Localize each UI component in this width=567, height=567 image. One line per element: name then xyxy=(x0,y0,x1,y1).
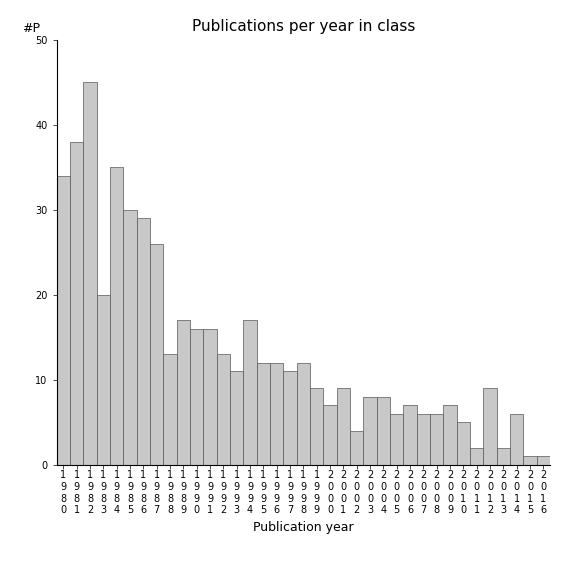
Bar xyxy=(390,414,403,465)
Bar xyxy=(497,448,510,465)
Bar xyxy=(510,414,523,465)
Bar xyxy=(83,82,97,465)
Bar xyxy=(310,388,323,465)
Bar xyxy=(470,448,483,465)
Bar xyxy=(70,142,83,465)
Bar xyxy=(124,210,137,465)
Bar xyxy=(230,371,243,465)
Bar xyxy=(456,422,470,465)
Bar xyxy=(323,405,337,465)
Bar xyxy=(204,329,217,465)
Bar xyxy=(376,397,390,465)
Bar xyxy=(257,363,270,465)
Bar xyxy=(403,405,417,465)
Bar xyxy=(417,414,430,465)
Bar xyxy=(363,397,376,465)
Bar xyxy=(430,414,443,465)
Text: #P: #P xyxy=(22,23,40,35)
Bar xyxy=(297,363,310,465)
Bar xyxy=(350,431,363,465)
Bar xyxy=(137,218,150,465)
Title: Publications per year in class: Publications per year in class xyxy=(192,19,415,35)
Bar xyxy=(536,456,550,465)
Bar xyxy=(97,295,110,465)
X-axis label: Publication year: Publication year xyxy=(253,521,354,534)
Bar xyxy=(270,363,284,465)
Bar xyxy=(483,388,497,465)
Bar xyxy=(523,456,536,465)
Bar xyxy=(190,329,204,465)
Bar xyxy=(57,176,70,465)
Bar xyxy=(337,388,350,465)
Bar xyxy=(217,354,230,465)
Bar xyxy=(443,405,456,465)
Bar xyxy=(150,244,163,465)
Bar xyxy=(284,371,297,465)
Bar xyxy=(243,320,257,465)
Bar xyxy=(177,320,190,465)
Bar xyxy=(163,354,177,465)
Bar xyxy=(110,167,124,465)
